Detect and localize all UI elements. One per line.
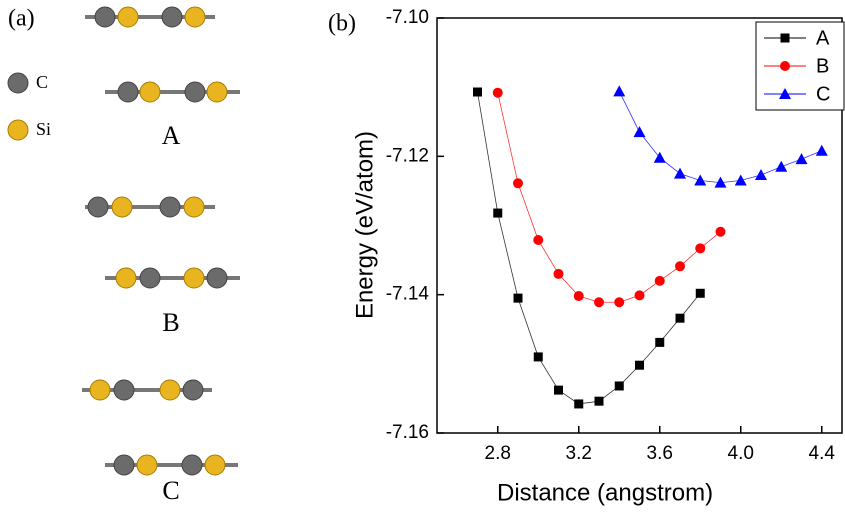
atom — [94, 6, 116, 28]
atom — [111, 196, 133, 218]
marker — [635, 360, 644, 370]
legend-label: C — [36, 72, 48, 92]
legend-atom-c — [7, 72, 29, 94]
marker — [714, 176, 727, 188]
marker — [533, 235, 544, 246]
marker — [795, 153, 808, 165]
marker — [614, 381, 624, 391]
atom — [161, 6, 183, 28]
atom — [206, 267, 228, 289]
marker — [780, 33, 790, 43]
series-line — [477, 91, 701, 405]
marker — [573, 291, 584, 302]
x-tick-label: 4.0 — [728, 443, 754, 464]
atom — [113, 379, 135, 401]
marker — [594, 297, 604, 308]
atom — [139, 267, 161, 289]
marker — [654, 275, 665, 286]
legend-label: A — [816, 27, 830, 49]
structure-label: C — [162, 476, 179, 505]
atom — [89, 379, 111, 401]
marker — [734, 174, 747, 186]
x-axis-title: Distance (angstrom) — [497, 479, 713, 506]
atom — [136, 454, 158, 476]
atom — [204, 454, 226, 476]
panel-a: (a) C Si A B C — [7, 6, 240, 505]
marker — [574, 399, 584, 409]
atom — [184, 81, 206, 103]
marker — [695, 288, 705, 298]
atom — [87, 196, 109, 218]
atom — [115, 267, 137, 289]
atom — [159, 196, 181, 218]
marker — [780, 61, 790, 71]
x-tick-label: 3.2 — [566, 443, 592, 464]
y-axis-title: Energy (eV/atom) — [351, 131, 378, 319]
marker — [655, 337, 665, 347]
marker — [493, 208, 503, 218]
y-tick-label: -7.12 — [386, 145, 429, 166]
marker — [653, 151, 666, 163]
marker — [715, 226, 726, 237]
marker — [675, 313, 685, 323]
x-tick-label: 2.8 — [485, 443, 511, 464]
structure-label: B — [162, 308, 179, 337]
marker — [634, 290, 645, 301]
marker — [533, 352, 543, 362]
atom — [113, 454, 135, 476]
atom — [159, 379, 181, 401]
x-tick-label: 4.4 — [809, 443, 836, 464]
marker — [633, 126, 646, 138]
marker — [473, 87, 482, 97]
atom — [206, 81, 228, 103]
legend-label: C — [816, 83, 830, 105]
marker — [815, 144, 828, 156]
y-tick-label: -7.10 — [386, 7, 429, 28]
marker — [675, 261, 685, 272]
marker — [674, 167, 686, 179]
structure-label: A — [162, 121, 181, 150]
legend-atom-si — [7, 119, 29, 141]
atom — [182, 379, 204, 401]
y-tick-label: -7.14 — [386, 284, 430, 305]
plot-frame — [436, 17, 843, 434]
atom — [117, 6, 139, 28]
y-tick-label: -7.16 — [386, 422, 429, 443]
marker — [779, 88, 791, 99]
atom — [183, 196, 205, 218]
legend-label: Si — [36, 119, 51, 139]
marker — [694, 174, 707, 186]
marker — [775, 160, 788, 172]
atom — [181, 454, 203, 476]
marker — [594, 396, 604, 406]
marker — [553, 268, 564, 279]
x-tick-label: 3.6 — [647, 443, 673, 464]
marker — [513, 178, 523, 189]
panel-label: (a) — [8, 6, 35, 32]
marker — [614, 297, 625, 308]
marker — [695, 243, 706, 254]
legend-label: B — [816, 55, 829, 77]
marker — [755, 169, 767, 181]
atom — [139, 81, 161, 103]
marker — [492, 87, 503, 98]
atom — [183, 267, 205, 289]
marker — [513, 293, 523, 303]
panel-label: (b) — [328, 11, 356, 37]
atom — [184, 6, 206, 28]
marker — [554, 385, 563, 395]
panel-b: (b) Distance (angstrom) Energy (eV/atom)… — [328, 7, 845, 506]
marker — [613, 85, 626, 97]
series-line — [497, 92, 721, 303]
atom — [117, 81, 139, 103]
